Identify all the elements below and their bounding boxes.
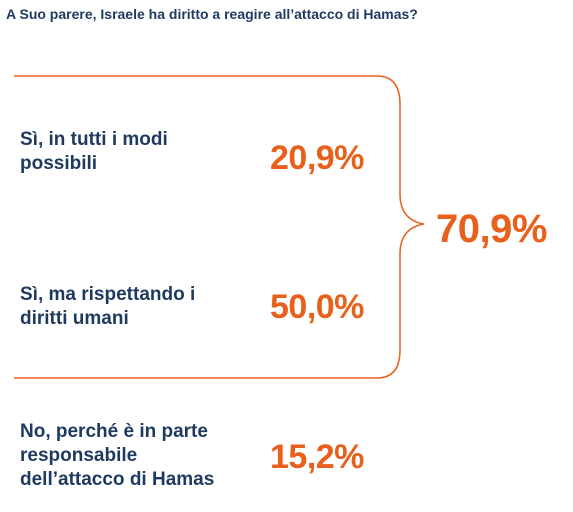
answer-label-2-line-1: Sì, ma rispettando i xyxy=(20,284,196,305)
answer-value-1: 20,9% xyxy=(270,139,364,177)
group-total-value: 70,9% xyxy=(436,207,547,251)
answer-label-3: No, perché è in parte responsabile dell’… xyxy=(20,420,260,492)
question-title: A Suo parere, Israele ha diritto a reagi… xyxy=(6,6,418,22)
answer-label-3-line-1: No, perché è in parte xyxy=(20,421,208,442)
answer-value-3: 15,2% xyxy=(270,438,364,476)
answer-value-2: 50,0% xyxy=(270,288,364,326)
answer-label-1-line-2: possibili xyxy=(20,153,98,174)
answer-label-3-line-2: responsabile xyxy=(20,445,138,466)
answer-label-3-line-3: dell’attacco di Hamas xyxy=(20,469,215,490)
answer-label-2: Sì, ma rispettando i diritti umani xyxy=(20,283,260,331)
answer-label-1-line-1: Sì, in tutti i modi xyxy=(20,129,168,150)
answer-label-1: Sì, in tutti i modi possibili xyxy=(20,128,260,176)
answer-label-2-line-2: diritti umani xyxy=(20,308,129,329)
